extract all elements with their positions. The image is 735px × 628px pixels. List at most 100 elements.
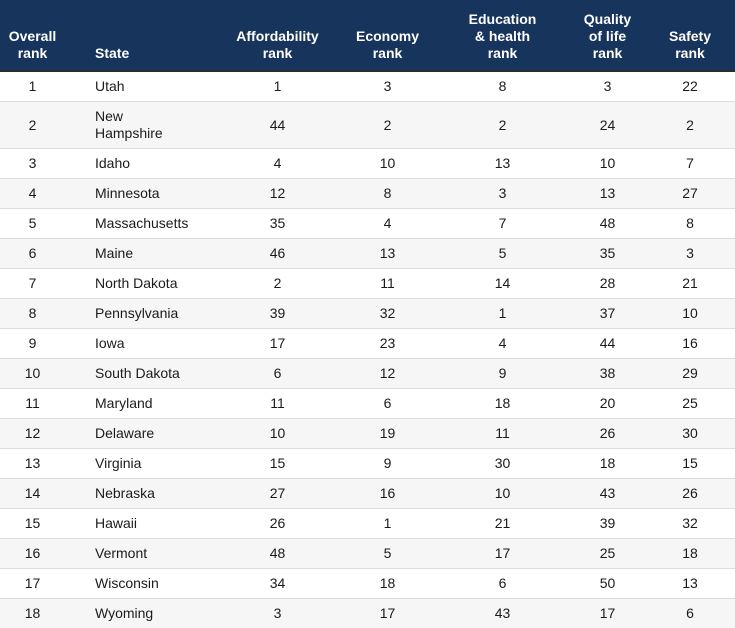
safety-rank-cell: 15 <box>645 449 735 479</box>
state-cell: Minnesota <box>65 179 215 209</box>
quality-of-life-rank-cell: 50 <box>570 569 645 599</box>
overall-rank-cell: 6 <box>0 239 65 269</box>
safety-rank-cell: 3 <box>645 239 735 269</box>
economy-rank-cell: 10 <box>340 149 435 179</box>
safety-rank-cell: 2 <box>645 102 735 149</box>
education-health-rank-cell: 9 <box>435 359 570 389</box>
overall-rank-cell: 14 <box>0 479 65 509</box>
education-health-rank-cell: 3 <box>435 179 570 209</box>
table-row: 3 Idaho 4 10 13 10 7 <box>0 149 735 179</box>
quality-of-life-rank-cell: 43 <box>570 479 645 509</box>
education-health-rank-cell: 1 <box>435 299 570 329</box>
economy-rank-cell: 13 <box>340 239 435 269</box>
safety-rank-cell: 21 <box>645 269 735 299</box>
table-header: Overall rank State Affordability rank Ec… <box>0 0 735 71</box>
education-health-rank-cell: 8 <box>435 71 570 102</box>
quality-of-life-rank-cell: 17 <box>570 599 645 628</box>
overall-rank-cell: 15 <box>0 509 65 539</box>
quality-of-life-rank-cell: 37 <box>570 299 645 329</box>
state-cell: Virginia <box>65 449 215 479</box>
overall-rank-cell: 9 <box>0 329 65 359</box>
overall-rank-cell: 4 <box>0 179 65 209</box>
column-header-overall-rank: Overall rank <box>0 0 65 71</box>
economy-rank-cell: 8 <box>340 179 435 209</box>
overall-rank-cell: 2 <box>0 102 65 149</box>
education-health-rank-cell: 18 <box>435 389 570 419</box>
safety-rank-cell: 29 <box>645 359 735 389</box>
education-health-rank-cell: 4 <box>435 329 570 359</box>
table-row: 18 Wyoming 3 17 43 17 6 <box>0 599 735 628</box>
affordability-rank-cell: 4 <box>215 149 340 179</box>
overall-rank-cell: 8 <box>0 299 65 329</box>
state-cell: South Dakota <box>65 359 215 389</box>
affordability-rank-cell: 12 <box>215 179 340 209</box>
quality-of-life-rank-cell: 39 <box>570 509 645 539</box>
economy-rank-cell: 17 <box>340 599 435 628</box>
safety-rank-cell: 27 <box>645 179 735 209</box>
column-header-education-health-rank: Education & health rank <box>435 0 570 71</box>
header-row: Overall rank State Affordability rank Ec… <box>0 0 735 71</box>
state-cell: Iowa <box>65 329 215 359</box>
quality-of-life-rank-cell: 20 <box>570 389 645 419</box>
state-cell: North Dakota <box>65 269 215 299</box>
education-health-rank-cell: 5 <box>435 239 570 269</box>
table-row: 10 South Dakota 6 12 9 38 29 <box>0 359 735 389</box>
overall-rank-cell: 18 <box>0 599 65 628</box>
affordability-rank-cell: 17 <box>215 329 340 359</box>
affordability-rank-cell: 34 <box>215 569 340 599</box>
overall-rank-cell: 11 <box>0 389 65 419</box>
safety-rank-cell: 8 <box>645 209 735 239</box>
economy-rank-cell: 23 <box>340 329 435 359</box>
table-row: 11 Maryland 11 6 18 20 25 <box>0 389 735 419</box>
overall-rank-cell: 17 <box>0 569 65 599</box>
safety-rank-cell: 18 <box>645 539 735 569</box>
overall-rank-cell: 16 <box>0 539 65 569</box>
overall-rank-cell: 10 <box>0 359 65 389</box>
affordability-rank-cell: 15 <box>215 449 340 479</box>
column-header-affordability-rank: Affordability rank <box>215 0 340 71</box>
affordability-rank-cell: 27 <box>215 479 340 509</box>
economy-rank-cell: 1 <box>340 509 435 539</box>
education-health-rank-cell: 2 <box>435 102 570 149</box>
quality-of-life-rank-cell: 24 <box>570 102 645 149</box>
economy-rank-cell: 12 <box>340 359 435 389</box>
overall-rank-cell: 7 <box>0 269 65 299</box>
table-row: 1 Utah 1 3 8 3 22 <box>0 71 735 102</box>
affordability-rank-cell: 10 <box>215 419 340 449</box>
quality-of-life-rank-cell: 25 <box>570 539 645 569</box>
quality-of-life-rank-cell: 13 <box>570 179 645 209</box>
quality-of-life-rank-cell: 18 <box>570 449 645 479</box>
state-cell: Nebraska <box>65 479 215 509</box>
table-row: 17 Wisconsin 34 18 6 50 13 <box>0 569 735 599</box>
state-cell: Wisconsin <box>65 569 215 599</box>
safety-rank-cell: 10 <box>645 299 735 329</box>
quality-of-life-rank-cell: 35 <box>570 239 645 269</box>
education-health-rank-cell: 7 <box>435 209 570 239</box>
state-cell: New Hampshire <box>65 102 215 149</box>
affordability-rank-cell: 44 <box>215 102 340 149</box>
table-row: 8 Pennsylvania 39 32 1 37 10 <box>0 299 735 329</box>
affordability-rank-cell: 35 <box>215 209 340 239</box>
quality-of-life-rank-cell: 28 <box>570 269 645 299</box>
safety-rank-cell: 13 <box>645 569 735 599</box>
economy-rank-cell: 16 <box>340 479 435 509</box>
state-cell: Idaho <box>65 149 215 179</box>
table-row: 16 Vermont 48 5 17 25 18 <box>0 539 735 569</box>
table-row: 15 Hawaii 26 1 21 39 32 <box>0 509 735 539</box>
overall-rank-cell: 5 <box>0 209 65 239</box>
safety-rank-cell: 22 <box>645 71 735 102</box>
affordability-rank-cell: 2 <box>215 269 340 299</box>
state-cell: Delaware <box>65 419 215 449</box>
education-health-rank-cell: 30 <box>435 449 570 479</box>
affordability-rank-cell: 6 <box>215 359 340 389</box>
table-row: 7 North Dakota 2 11 14 28 21 <box>0 269 735 299</box>
quality-of-life-rank-cell: 3 <box>570 71 645 102</box>
economy-rank-cell: 4 <box>340 209 435 239</box>
affordability-rank-cell: 39 <box>215 299 340 329</box>
quality-of-life-rank-cell: 26 <box>570 419 645 449</box>
state-cell: Maryland <box>65 389 215 419</box>
state-cell: Massachusetts <box>65 209 215 239</box>
affordability-rank-cell: 48 <box>215 539 340 569</box>
state-cell: Utah <box>65 71 215 102</box>
economy-rank-cell: 3 <box>340 71 435 102</box>
